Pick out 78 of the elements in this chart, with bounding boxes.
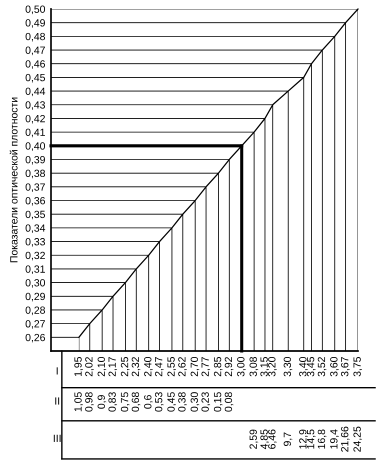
text: 0,6 [144, 395, 153, 409]
y-tick-label: 0,37 [26, 183, 45, 192]
text: 6,46 [268, 430, 277, 449]
x-tick-label: 3,52 [318, 357, 326, 376]
x-tick-label: 2,25 [120, 356, 130, 376]
y-tick-label: 0,39 [26, 156, 45, 165]
y-tick-label: 0,36 [26, 197, 45, 206]
y-tick-label: 0,49 [26, 19, 45, 28]
text: 0,9 [98, 395, 106, 409]
x-tick-label: 2,40 [144, 356, 153, 376]
y-tick-label: 0,45 [26, 74, 46, 83]
y-tick-label: 0,32 [26, 252, 45, 260]
text: 16,8 [318, 430, 326, 449]
y-tick-label: 0,42 [26, 114, 45, 124]
y-tick-label: 0,44 [26, 88, 46, 96]
x-tick-label: 3,60 [330, 356, 339, 376]
text: 0,75 [120, 392, 130, 412]
y-tick-label: 0,40 [26, 142, 46, 151]
x-tick-label: 2,55 [167, 356, 176, 376]
x-tick-label: 2,02 [85, 357, 94, 376]
text: 0,83 [108, 392, 118, 412]
text: 9,7 [284, 432, 292, 446]
text: 24,25 [353, 426, 362, 452]
text: 14,5 [307, 430, 316, 449]
x-tick-label: 3,67 [341, 357, 350, 376]
y-tick-label: 0,27 [26, 320, 45, 329]
text: 0,45 [167, 392, 176, 412]
y-tick-label: 0,28 [26, 306, 45, 316]
text: 0,30 [190, 392, 200, 412]
x-tick-label: 3,40 [299, 356, 308, 376]
text: 12,9 [299, 430, 308, 449]
x-tick-label: 3,30 [284, 356, 292, 376]
text: 0,68 [132, 392, 140, 412]
y-tick-label: 0,33 [26, 238, 45, 247]
y-tick-label: 0,30 [26, 279, 46, 288]
y-tick-label: 0,38 [26, 170, 45, 178]
text: 0,38 [178, 392, 187, 412]
y-tick-label: 0,29 [26, 292, 45, 302]
text: I [56, 367, 58, 374]
text: 1,05 [74, 392, 83, 412]
x-tick-label: 3,15 [260, 356, 269, 376]
x-tick-label: 2,77 [201, 357, 210, 376]
x-tick-label: 2,70 [190, 356, 200, 376]
text: 19,4 [330, 429, 339, 449]
text: 4,85 [260, 430, 269, 450]
x-tick-label: 2,62 [178, 357, 187, 376]
y-tick-label: 0,47 [26, 46, 45, 56]
y-tick-label: 0,31 [26, 265, 45, 274]
y-tick-label: 0,34 [26, 224, 46, 233]
y-tick-label: 0,43 [26, 101, 45, 110]
y-tick-label: 0,48 [26, 32, 45, 42]
x-tick-label: 2,47 [154, 357, 164, 376]
y-tick-label: 0,50 [26, 6, 46, 14]
x-tick-label: 3,08 [250, 357, 258, 376]
y-tick-label: 0,26 [26, 334, 45, 342]
text: 0,23 [201, 392, 210, 412]
x-tick-label: 3,20 [268, 356, 277, 376]
y-tick-label: 0,46 [26, 60, 45, 69]
text: 21,66 [341, 426, 350, 452]
text: III [54, 434, 61, 442]
y-tick-label: 0,35 [26, 210, 46, 220]
x-tick-label: 1,95 [74, 356, 83, 376]
x-tick-label: 3,45 [306, 356, 316, 376]
x-tick-label: 3,00 [237, 356, 246, 376]
x-tick-label: 2,32 [132, 357, 140, 376]
x-tick-label: 3,75 [353, 356, 362, 376]
text: 0,53 [154, 392, 164, 412]
y-axis-title: Показатели оптической плотности [10, 98, 18, 262]
x-tick-label: 2,92 [224, 357, 234, 376]
text: 2,59 [250, 430, 258, 449]
x-tick-label: 2,10 [98, 356, 106, 376]
text: 0,98 [85, 392, 94, 412]
y-tick-label: 0,41 [26, 128, 45, 138]
text: II [55, 397, 60, 405]
text: 0,08 [224, 392, 234, 412]
text: 0,15 [214, 392, 222, 412]
x-tick-label: 2,17 [108, 357, 118, 376]
x-tick-label: 2,85 [214, 356, 222, 376]
